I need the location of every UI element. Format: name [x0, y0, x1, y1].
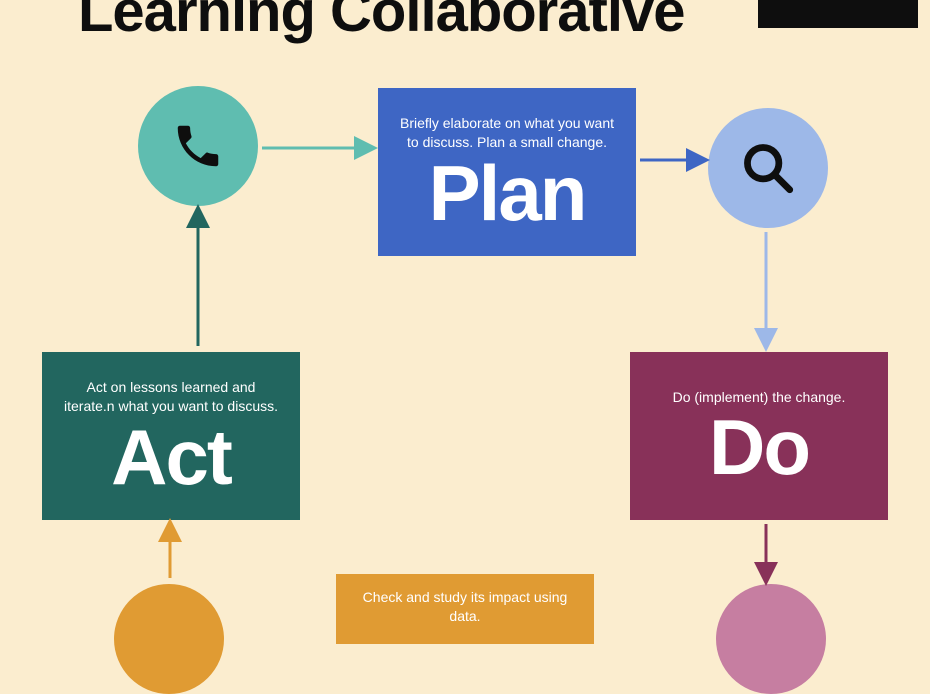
plan-label: Plan: [429, 156, 586, 230]
plan-desc: Briefly elaborate on what you want to di…: [398, 114, 616, 152]
check-box: Check and study its impact using data.: [336, 574, 594, 644]
search-circle: [708, 108, 828, 228]
search-icon: [739, 139, 797, 197]
act-label: Act: [111, 420, 231, 494]
do-label: Do: [709, 410, 809, 484]
page-title: Learning Collaborative: [78, 0, 684, 45]
plan-box: Briefly elaborate on what you want to di…: [378, 88, 636, 256]
act-box: Act on lessons learned and iterate.n wha…: [42, 352, 300, 520]
header-bar: [758, 0, 918, 28]
check-desc: Check and study its impact using data.: [356, 588, 574, 626]
pink-circle: [716, 584, 826, 694]
phone-icon: [171, 119, 225, 173]
phone-circle: [138, 86, 258, 206]
act-desc: Act on lessons learned and iterate.n wha…: [62, 378, 280, 416]
orange-circle: [114, 584, 224, 694]
do-box: Do (implement) the change. Do: [630, 352, 888, 520]
